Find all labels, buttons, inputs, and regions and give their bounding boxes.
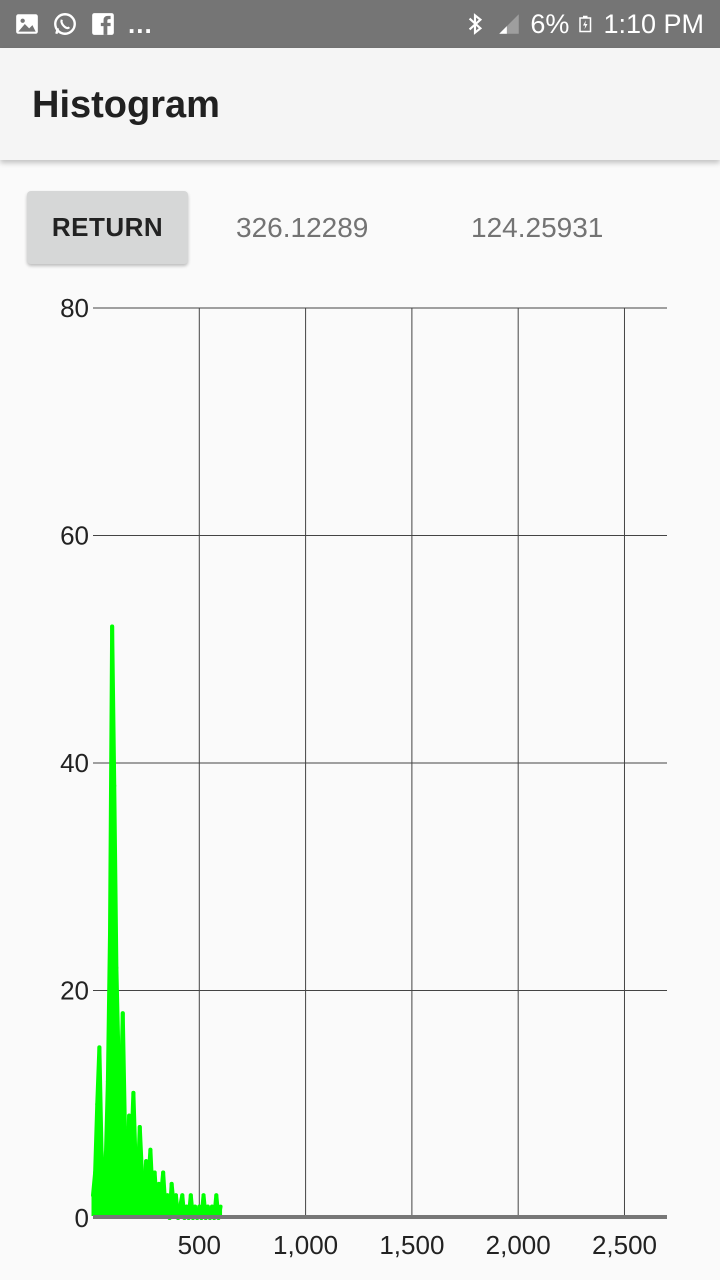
stat-value-1: 326.12289 [236,212,369,243]
gallery-icon [16,14,38,34]
x-tick-label: 2,000 [486,1230,551,1260]
status-bar: ... 6% 1:10 PM [0,0,720,48]
notification-icons: ... [14,8,153,40]
chart-grid [93,307,667,1218]
x-tick-label: 500 [178,1230,221,1260]
x-tick-label: 1,000 [273,1230,338,1260]
y-tick-label: 40 [60,748,89,778]
clock: 1:10 PM [603,8,704,39]
y-tick-label: 80 [60,293,89,323]
chart-axes: 0 20 40 60 80 500 1,000 1,500 2,000 2,500 [60,293,667,1260]
page-title: Histogram [32,84,220,126]
facebook-icon [92,13,114,35]
more-notifications-indicator: ... [128,8,153,39]
series-line [91,624,223,1220]
bluetooth-icon [469,13,483,35]
x-tick-label: 2,500 [592,1230,657,1260]
return-button[interactable]: RETURN [27,191,188,264]
battery-percent: 6% [530,8,570,39]
system-icons: 6% 1:10 PM [462,8,704,40]
stat-value-2: 124.25931 [471,212,604,243]
app-bar: Histogram [0,48,720,160]
histogram-chart: 0 20 40 60 80 500 1,000 1,500 2,000 2,500 [60,293,667,1260]
battery-icon [579,15,592,33]
y-tick-label: 20 [60,976,89,1006]
x-tick-label: 1,500 [379,1230,444,1260]
y-tick-label: 60 [60,521,89,551]
y-tick-label: 0 [75,1203,89,1233]
whatsapp-icon [54,13,76,35]
signal-icon [499,14,520,34]
chart-series [91,624,223,1220]
